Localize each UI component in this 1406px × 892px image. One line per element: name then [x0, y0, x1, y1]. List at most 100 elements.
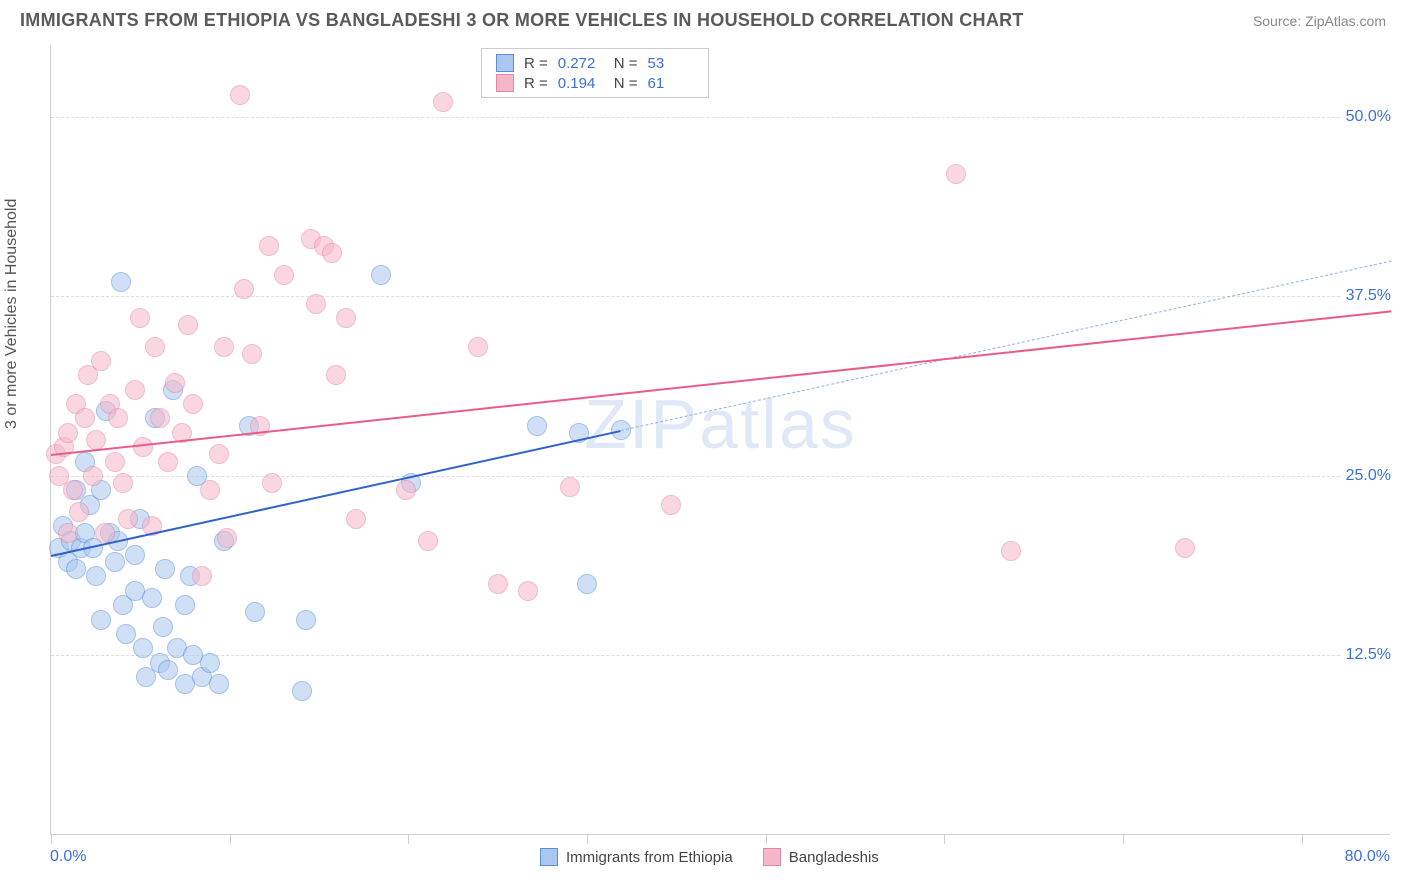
- data-point: [262, 473, 282, 493]
- stat-n-label: N =: [614, 75, 638, 92]
- data-point: [396, 480, 416, 500]
- y-axis-title: 3 or more Vehicles in Household: [3, 199, 21, 429]
- data-point: [183, 394, 203, 414]
- x-tick: [51, 834, 52, 844]
- data-point: [518, 581, 538, 601]
- data-point: [946, 164, 966, 184]
- data-point: [274, 265, 294, 285]
- data-point: [322, 243, 342, 263]
- data-point: [468, 337, 488, 357]
- data-point: [150, 408, 170, 428]
- data-point: [145, 337, 165, 357]
- y-tick-label: 37.5%: [1342, 287, 1395, 305]
- data-point: [306, 294, 326, 314]
- stat-n-value: 61: [648, 75, 694, 92]
- data-point: [142, 588, 162, 608]
- x-tick: [766, 834, 767, 844]
- data-point: [259, 236, 279, 256]
- data-point: [214, 337, 234, 357]
- data-point: [209, 674, 229, 694]
- legend-item: Bangladeshis: [763, 848, 879, 866]
- data-point: [1001, 541, 1021, 561]
- data-point: [200, 480, 220, 500]
- data-point: [1175, 538, 1195, 558]
- data-point: [336, 308, 356, 328]
- data-point: [371, 265, 391, 285]
- legend-item: Immigrants from Ethiopia: [540, 848, 733, 866]
- data-point: [113, 473, 133, 493]
- data-point: [155, 559, 175, 579]
- x-tick: [1302, 834, 1303, 844]
- data-point: [91, 351, 111, 371]
- data-point: [116, 624, 136, 644]
- data-point: [105, 452, 125, 472]
- x-tick: [587, 834, 588, 844]
- data-point: [83, 466, 103, 486]
- scatter-plot-area: ZIPatlas R =0.272N =53R =0.194N =61 12.5…: [50, 45, 1390, 835]
- legend-label: Immigrants from Ethiopia: [566, 849, 733, 866]
- data-point: [209, 444, 229, 464]
- trend-line: [620, 260, 1391, 430]
- data-point: [234, 279, 254, 299]
- y-tick-label: 50.0%: [1342, 108, 1395, 126]
- x-axis-labels: 0.0% 80.0% Immigrants from Ethiopia Bangl…: [50, 848, 1390, 878]
- gridline: [51, 296, 1390, 297]
- x-min-label: 0.0%: [50, 848, 86, 866]
- data-point: [125, 545, 145, 565]
- data-point: [58, 523, 78, 543]
- data-point: [433, 92, 453, 112]
- x-tick: [408, 834, 409, 844]
- data-point: [661, 495, 681, 515]
- data-point: [108, 408, 128, 428]
- data-point: [130, 308, 150, 328]
- data-point: [178, 315, 198, 335]
- data-point: [125, 380, 145, 400]
- y-tick-label: 12.5%: [1342, 646, 1395, 664]
- x-max-label: 80.0%: [1345, 848, 1390, 866]
- data-point: [105, 552, 125, 572]
- data-point: [175, 595, 195, 615]
- legend-label: Bangladeshis: [789, 849, 879, 866]
- gridline: [51, 476, 1390, 477]
- series-legend: Immigrants from Ethiopia Bangladeshis: [540, 848, 879, 866]
- x-tick: [1123, 834, 1124, 844]
- stat-r-value: 0.272: [558, 55, 604, 72]
- x-tick: [230, 834, 231, 844]
- data-point: [242, 344, 262, 364]
- legend-swatch: [763, 848, 781, 866]
- data-point: [133, 638, 153, 658]
- data-point: [165, 373, 185, 393]
- data-point: [527, 416, 547, 436]
- gridline: [51, 117, 1390, 118]
- data-point: [66, 559, 86, 579]
- series-swatch: [496, 74, 514, 92]
- data-point: [217, 528, 237, 548]
- stat-r-value: 0.194: [558, 75, 604, 92]
- x-tick: [944, 834, 945, 844]
- y-tick-label: 25.0%: [1342, 467, 1395, 485]
- data-point: [91, 610, 111, 630]
- chart-title: IMMIGRANTS FROM ETHIOPIA VS BANGLADESHI …: [20, 10, 1024, 31]
- stat-n-label: N =: [614, 55, 638, 72]
- data-point: [560, 477, 580, 497]
- data-point: [577, 574, 597, 594]
- data-point: [86, 430, 106, 450]
- data-point: [192, 566, 212, 586]
- data-point: [58, 423, 78, 443]
- data-point: [200, 653, 220, 673]
- series-swatch: [496, 54, 514, 72]
- data-point: [296, 610, 316, 630]
- data-point: [63, 480, 83, 500]
- stats-row: R =0.272N =53: [496, 53, 694, 73]
- data-point: [346, 509, 366, 529]
- data-point: [95, 523, 115, 543]
- data-point: [418, 531, 438, 551]
- stat-n-value: 53: [648, 55, 694, 72]
- data-point: [292, 681, 312, 701]
- data-point: [158, 452, 178, 472]
- stat-r-label: R =: [524, 75, 548, 92]
- chart-header: IMMIGRANTS FROM ETHIOPIA VS BANGLADESHI …: [0, 0, 1406, 37]
- data-point: [230, 85, 250, 105]
- data-point: [118, 509, 138, 529]
- data-point: [133, 437, 153, 457]
